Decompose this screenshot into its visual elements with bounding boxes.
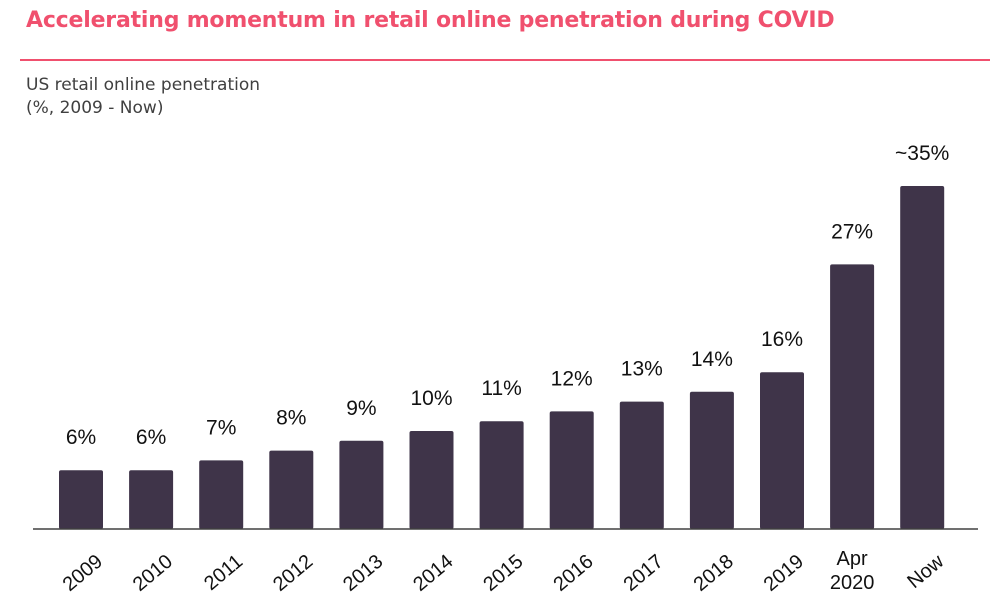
data-label: 9% — [346, 397, 376, 420]
bar-2019 — [760, 372, 804, 529]
x-tick-label: 2012 — [269, 550, 317, 595]
bar-2013 — [339, 440, 384, 529]
x-tick-label: 2015 — [479, 550, 527, 595]
subtitle-line-2: (%, 2009 - Now) — [26, 98, 164, 118]
chart-subtitle: US retail online penetration (%, 2009 - … — [26, 74, 260, 120]
bar-2009 — [59, 470, 103, 529]
data-label: 6% — [66, 426, 96, 449]
bar-apr-2020 — [830, 264, 875, 529]
page-title: Accelerating momentum in retail online p… — [26, 8, 835, 33]
x-tick-label: 2013 — [339, 550, 387, 595]
bar-2011 — [199, 460, 244, 529]
x-tick-label: 2014 — [409, 550, 457, 595]
data-label: 11% — [481, 377, 521, 400]
x-tick-label: 2018 — [690, 550, 738, 595]
data-label: 14% — [691, 348, 733, 371]
bar-2018 — [689, 391, 734, 529]
title-divider — [20, 59, 990, 61]
x-tick-label: Apr 2020 — [830, 548, 875, 594]
x-tick-label: 2016 — [549, 550, 597, 595]
data-label: 16% — [761, 328, 803, 351]
bar-now — [900, 186, 945, 529]
data-label: 6% — [136, 426, 166, 449]
x-tick-label: 2017 — [620, 550, 668, 595]
x-tick-label: 2011 — [200, 550, 247, 595]
subtitle-line-1: US retail online penetration — [26, 75, 261, 95]
x-tick-label: 2009 — [59, 550, 107, 595]
data-label: 10% — [410, 387, 452, 410]
data-label: 7% — [206, 416, 236, 439]
x-tick-label: Now — [903, 550, 948, 593]
bar-2017 — [619, 401, 664, 529]
data-label: 8% — [276, 407, 306, 430]
bar-2015 — [479, 421, 524, 529]
data-label: ~35% — [895, 142, 949, 165]
data-label: 13% — [621, 358, 663, 381]
bar-2012 — [269, 450, 314, 529]
data-label: 27% — [831, 220, 873, 243]
x-tick-label: 2019 — [760, 550, 808, 595]
x-tick-label: 2010 — [129, 550, 177, 595]
data-label: 12% — [551, 367, 593, 390]
bar-2016 — [549, 411, 594, 529]
bar-2010 — [129, 470, 174, 529]
bar-2014 — [409, 431, 454, 529]
